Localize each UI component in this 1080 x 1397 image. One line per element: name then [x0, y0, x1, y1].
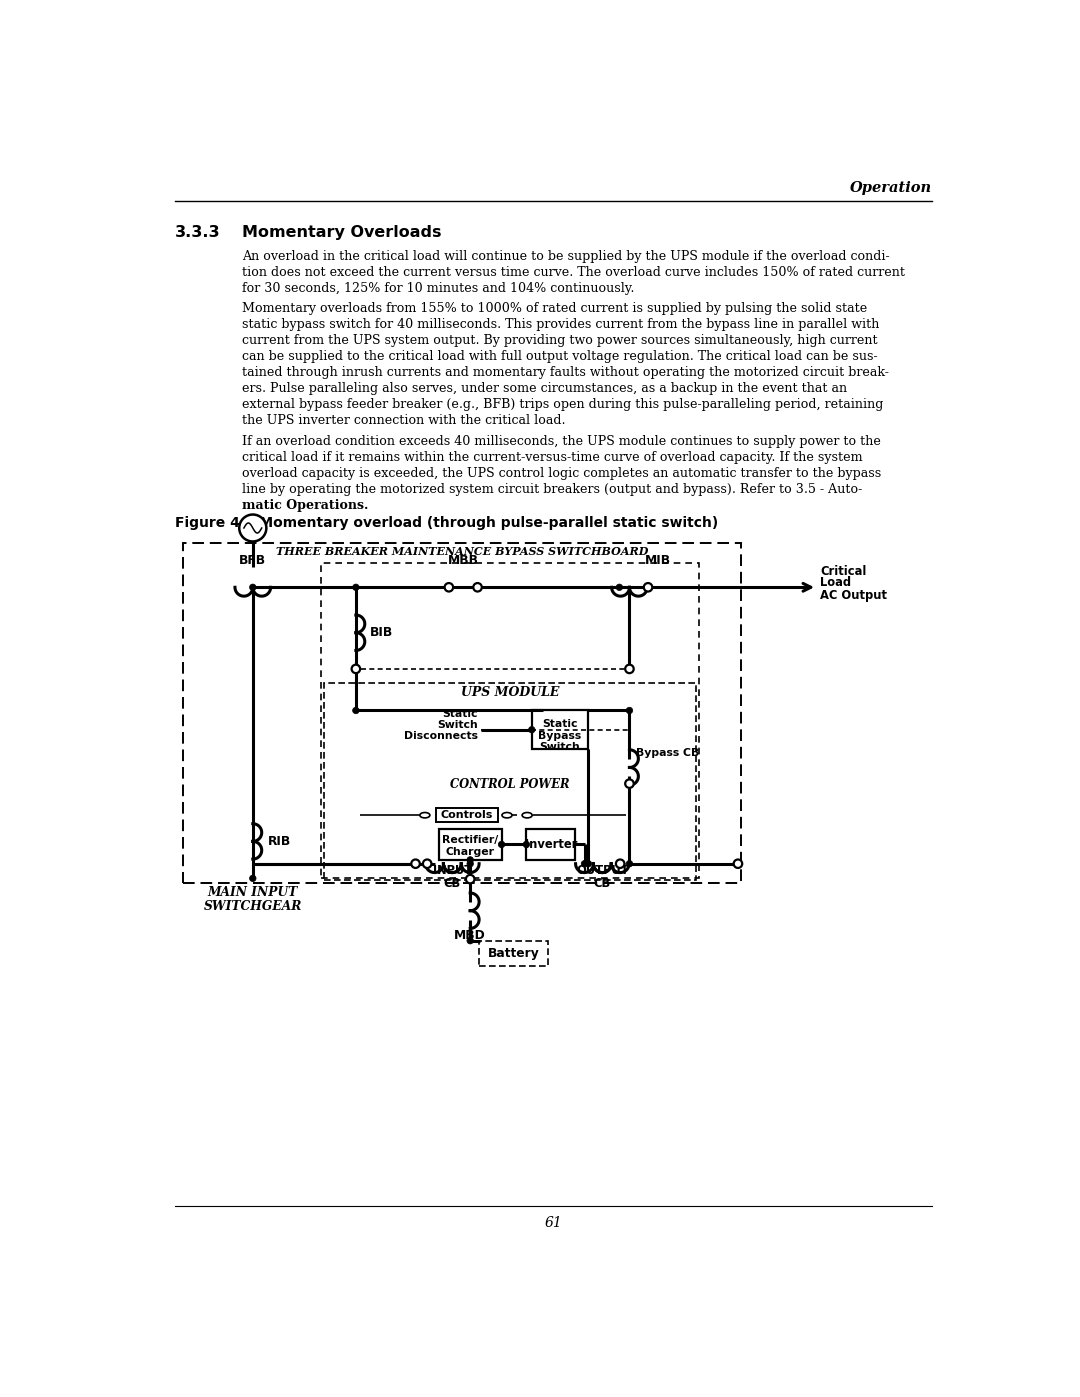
Circle shape	[625, 665, 634, 673]
Text: Static: Static	[442, 708, 477, 719]
Bar	[321, 563, 699, 879]
Text: external bypass feeder breaker (e.g., BFB) trips open during this pulse-parallel: external bypass feeder breaker (e.g., BF…	[242, 398, 883, 411]
Circle shape	[626, 861, 633, 868]
Text: An overload in the critical load will continue to be supplied by the UPS module : An overload in the critical load will co…	[242, 250, 890, 263]
Text: CB: CB	[594, 877, 611, 890]
Text: Bypass: Bypass	[539, 731, 582, 740]
Ellipse shape	[522, 813, 532, 817]
Text: BIB: BIB	[369, 626, 393, 640]
Text: Momentary overloads from 155% to 1000% of rated current is supplied by pulsing t: Momentary overloads from 155% to 1000% o…	[242, 302, 867, 314]
Text: Switch: Switch	[540, 742, 580, 753]
Bar	[183, 542, 741, 883]
Circle shape	[585, 861, 592, 868]
Circle shape	[411, 859, 420, 868]
Circle shape	[352, 665, 360, 673]
Text: UPS MODULE: UPS MODULE	[461, 686, 559, 698]
Bar	[435, 809, 498, 823]
Text: Disconnects: Disconnects	[404, 731, 477, 742]
Text: line by operating the motorized system circuit breakers (output and bypass). Ref: line by operating the motorized system c…	[242, 483, 862, 496]
Text: RIB: RIB	[268, 835, 292, 848]
Circle shape	[467, 856, 473, 863]
Circle shape	[616, 584, 623, 591]
Text: tion does not exceed the current versus time curve. The overload curve includes : tion does not exceed the current versus …	[242, 265, 905, 279]
Bar	[324, 683, 697, 880]
Text: the UPS inverter connection with the critical load.: the UPS inverter connection with the cri…	[242, 414, 566, 426]
Circle shape	[467, 861, 473, 868]
Text: ers. Pulse paralleling also serves, under some circumstances, as a backup in the: ers. Pulse paralleling also serves, unde…	[242, 381, 847, 395]
Bar	[438, 828, 501, 861]
Circle shape	[626, 707, 633, 714]
Bar	[480, 942, 548, 967]
Text: Charger: Charger	[446, 847, 495, 858]
Text: Static: Static	[542, 719, 578, 729]
Text: can be supplied to the critical load with full output voltage regulation. The cr: can be supplied to the critical load wit…	[242, 349, 878, 363]
Text: Figure 44  Momentary overload (through pulse-parallel static switch): Figure 44 Momentary overload (through pu…	[175, 515, 718, 529]
Circle shape	[423, 859, 431, 868]
Text: Battery: Battery	[488, 947, 540, 960]
Circle shape	[249, 584, 256, 591]
Text: Controls: Controls	[441, 810, 492, 820]
Text: critical load if it remains within the current-versus-time curve of overload cap: critical load if it remains within the c…	[242, 451, 863, 464]
Text: matic Operations.: matic Operations.	[242, 499, 368, 511]
Text: THREE BREAKER MAINTENANCE BYPASS SWITCHBOARD: THREE BREAKER MAINTENANCE BYPASS SWITCHB…	[275, 546, 648, 557]
Text: for 30 seconds, 125% for 10 minutes and 104% continuously.: for 30 seconds, 125% for 10 minutes and …	[242, 282, 634, 295]
Circle shape	[733, 859, 742, 868]
Circle shape	[249, 875, 256, 882]
Text: 3.3.3: 3.3.3	[175, 225, 221, 240]
Text: tained through inrush currents and momentary faults without operating the motori: tained through inrush currents and momen…	[242, 366, 889, 379]
Text: INPUT: INPUT	[433, 863, 472, 877]
Text: MAIN INPUT: MAIN INPUT	[207, 886, 298, 900]
Text: Rectifier/: Rectifier/	[442, 835, 498, 845]
Circle shape	[352, 584, 360, 591]
Text: Critical: Critical	[820, 564, 866, 578]
Bar	[531, 711, 589, 749]
Text: Momentary Overloads: Momentary Overloads	[242, 225, 442, 240]
Text: MIB: MIB	[645, 555, 671, 567]
Text: CB: CB	[444, 877, 461, 890]
Circle shape	[352, 707, 360, 714]
Ellipse shape	[502, 813, 512, 817]
Text: BFB: BFB	[240, 555, 267, 567]
Text: Switch: Switch	[436, 719, 477, 729]
Text: Operation: Operation	[850, 180, 932, 194]
Circle shape	[581, 861, 588, 868]
Circle shape	[523, 841, 529, 848]
Text: SWITCHGEAR: SWITCHGEAR	[204, 900, 302, 912]
Text: Load: Load	[820, 576, 851, 588]
Circle shape	[616, 859, 624, 868]
Text: static bypass switch for 40 milliseconds. This provides current from the bypass : static bypass switch for 40 milliseconds…	[242, 317, 879, 331]
Text: OUTPUT: OUTPUT	[576, 863, 629, 877]
Text: If an overload condition exceeds 40 milliseconds, the UPS module continues to su: If an overload condition exceeds 40 mill…	[242, 434, 881, 448]
Circle shape	[644, 583, 652, 591]
Ellipse shape	[420, 813, 430, 817]
Text: Inverter: Inverter	[525, 838, 577, 851]
Circle shape	[240, 514, 267, 542]
Text: MBB: MBB	[448, 553, 478, 567]
Text: 61: 61	[544, 1217, 563, 1231]
Text: overload capacity is exceeded, the UPS control logic completes an automatic tran: overload capacity is exceeded, the UPS c…	[242, 467, 881, 479]
Circle shape	[467, 937, 473, 944]
Bar	[526, 828, 576, 861]
Circle shape	[445, 583, 454, 591]
Text: AC Output: AC Output	[820, 590, 887, 602]
Text: Bypass CB: Bypass CB	[636, 749, 699, 759]
Circle shape	[625, 780, 634, 788]
Text: MBD: MBD	[455, 929, 486, 942]
Text: current from the UPS system output. By providing two power sources simultaneousl: current from the UPS system output. By p…	[242, 334, 878, 346]
Circle shape	[473, 583, 482, 591]
Circle shape	[528, 726, 535, 733]
Circle shape	[498, 841, 504, 848]
Text: CONTROL POWER: CONTROL POWER	[450, 778, 570, 791]
Circle shape	[465, 875, 474, 883]
